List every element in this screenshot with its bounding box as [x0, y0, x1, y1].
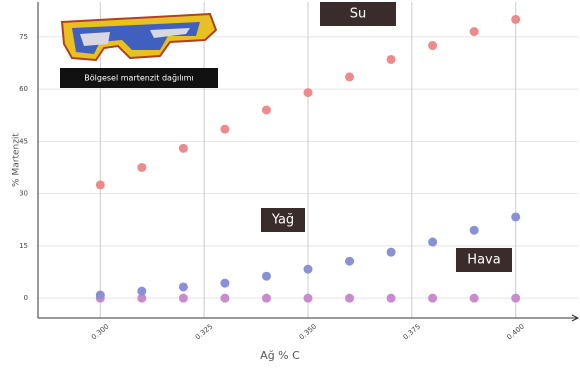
y-tick-label: 60: [19, 85, 28, 93]
y-tick-label: 0: [24, 294, 28, 302]
x-tick-label: 0.375: [402, 322, 422, 341]
point: [262, 294, 271, 303]
x-tick-label: 0.325: [194, 322, 214, 341]
inset: Bölgesel martenzit dağılımı: [60, 14, 218, 88]
point: [96, 291, 105, 300]
series-label: Su: [350, 7, 367, 22]
point: [345, 257, 354, 266]
x-tick-label: 0.350: [298, 322, 318, 341]
point: [220, 125, 229, 134]
point: [470, 27, 479, 36]
point: [96, 180, 105, 189]
y-tick-label: 30: [19, 190, 28, 198]
point: [220, 279, 229, 288]
point: [262, 272, 271, 281]
point: [304, 265, 313, 274]
point: [511, 294, 520, 303]
point: [428, 294, 437, 303]
point: [470, 226, 479, 235]
y-tick-label: 15: [19, 242, 28, 250]
point: [345, 72, 354, 81]
point: [428, 41, 437, 50]
chart: 015304560750.3000.3250.3500.3750.400SuYa…: [0, 0, 580, 374]
y-tick-label: 75: [19, 33, 28, 41]
point: [137, 287, 146, 296]
point: [428, 238, 437, 247]
point: [345, 294, 354, 303]
point: [179, 294, 188, 303]
point: [387, 294, 396, 303]
point: [220, 294, 229, 303]
point: [179, 282, 188, 291]
point: [511, 212, 520, 221]
x-axis-label: Ağ % C: [260, 349, 300, 362]
point: [179, 144, 188, 153]
point: [262, 106, 271, 115]
x-tick-label: 0.400: [505, 322, 525, 341]
x-tick-label: 0.300: [90, 322, 110, 341]
point: [387, 248, 396, 257]
series-label: Hava: [467, 253, 500, 268]
point: [137, 163, 146, 172]
point: [304, 88, 313, 97]
point: [304, 294, 313, 303]
point: [470, 294, 479, 303]
point: [387, 55, 396, 64]
inset-caption: Bölgesel martenzit dağılımı: [84, 74, 193, 83]
point: [511, 15, 520, 24]
y-axis-label: % Martenzit: [12, 133, 22, 187]
series-label: Yağ: [271, 213, 294, 228]
